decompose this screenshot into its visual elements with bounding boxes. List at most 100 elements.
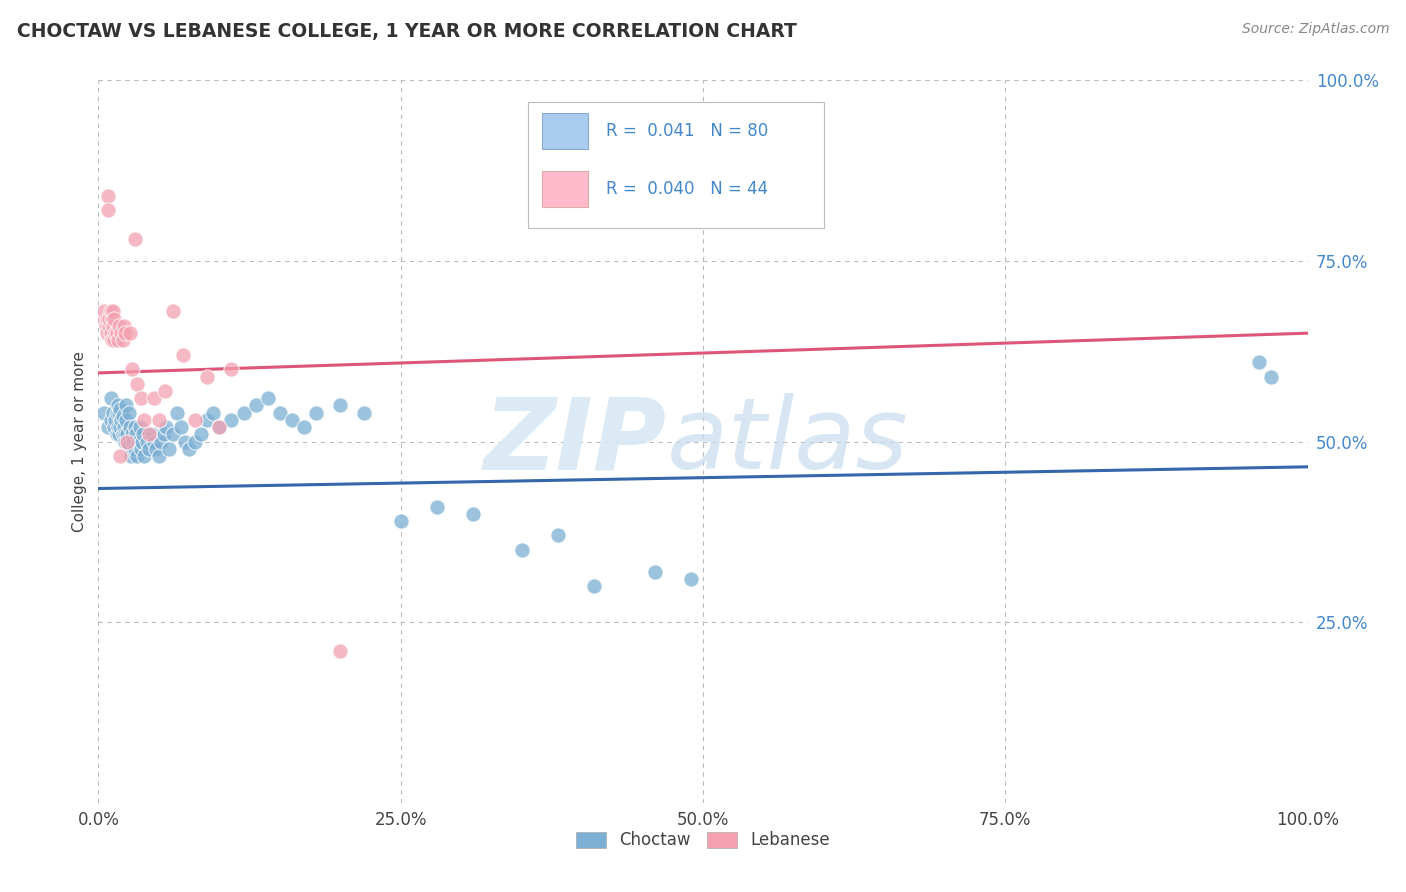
Point	[162, 304, 184, 318]
Point	[583, 579, 606, 593]
Point	[115, 413, 138, 427]
Point	[125, 427, 148, 442]
Point	[103, 334, 125, 348]
Point	[132, 427, 155, 442]
Point	[97, 420, 120, 434]
Point	[118, 406, 141, 420]
Point	[138, 442, 160, 456]
Point	[105, 427, 128, 442]
Point	[105, 406, 128, 420]
Point	[108, 406, 131, 420]
Point	[100, 311, 122, 326]
Point	[121, 427, 143, 442]
Point	[112, 318, 135, 333]
Point	[110, 326, 132, 340]
Point	[112, 420, 135, 434]
Text: Source: ZipAtlas.com: Source: ZipAtlas.com	[1241, 22, 1389, 37]
Point	[103, 311, 125, 326]
Point	[114, 434, 136, 449]
Point	[281, 413, 304, 427]
Point	[100, 391, 122, 405]
Point	[190, 427, 212, 442]
Point	[124, 442, 146, 456]
Point	[679, 572, 702, 586]
Point	[117, 427, 139, 442]
Point	[245, 398, 267, 412]
Point	[148, 449, 170, 463]
Point	[129, 391, 152, 405]
Point	[118, 438, 141, 452]
Point	[93, 311, 115, 326]
Point	[174, 434, 197, 449]
Point	[98, 311, 121, 326]
Point	[510, 542, 533, 557]
Point	[134, 413, 156, 427]
Point	[111, 334, 134, 348]
Point	[108, 318, 131, 333]
Point	[96, 326, 118, 340]
Point	[145, 442, 167, 456]
Point	[138, 427, 160, 442]
Point	[101, 318, 124, 333]
Point	[127, 434, 149, 449]
Point	[221, 413, 243, 427]
Point	[208, 420, 231, 434]
Point	[292, 420, 315, 434]
Point	[195, 413, 218, 427]
Point	[305, 406, 328, 420]
Point	[114, 427, 136, 442]
Point	[97, 189, 120, 203]
Point	[118, 326, 141, 340]
Text: ZIP: ZIP	[484, 393, 666, 490]
Point	[124, 420, 146, 434]
Point	[153, 384, 176, 398]
Point	[135, 434, 157, 449]
Point	[108, 420, 131, 434]
Point	[232, 406, 254, 420]
Point	[162, 427, 184, 442]
Point	[115, 398, 138, 412]
FancyBboxPatch shape	[527, 102, 824, 228]
Point	[389, 514, 412, 528]
Point	[256, 391, 278, 405]
Text: atlas: atlas	[666, 393, 908, 490]
Point	[148, 413, 170, 427]
Point	[547, 528, 569, 542]
Point	[122, 434, 145, 449]
Legend: Choctaw, Lebanese: Choctaw, Lebanese	[569, 824, 837, 856]
Point	[120, 449, 142, 463]
Point	[101, 406, 124, 420]
Point	[105, 326, 128, 340]
Point	[155, 420, 177, 434]
Point	[184, 434, 207, 449]
Point	[94, 318, 117, 333]
Point	[121, 362, 143, 376]
Point	[108, 449, 131, 463]
Point	[172, 348, 194, 362]
Point	[128, 420, 150, 434]
Point	[93, 406, 115, 420]
Point	[169, 420, 191, 434]
Point	[127, 376, 149, 391]
Point	[104, 413, 127, 427]
Point	[463, 507, 485, 521]
Point	[108, 427, 131, 442]
Point	[100, 334, 122, 348]
Point	[329, 644, 352, 658]
Point	[208, 420, 231, 434]
Point	[93, 304, 115, 318]
Point	[157, 442, 180, 456]
Point	[143, 391, 166, 405]
Point	[134, 449, 156, 463]
Point	[110, 413, 132, 427]
Point	[184, 413, 207, 427]
Point	[141, 427, 163, 442]
Point	[101, 304, 124, 318]
Point	[104, 326, 127, 340]
Bar	[543, 112, 588, 149]
Point	[108, 402, 131, 417]
Point	[111, 409, 134, 424]
Point	[426, 500, 449, 514]
Point	[97, 203, 120, 218]
Point	[150, 434, 173, 449]
